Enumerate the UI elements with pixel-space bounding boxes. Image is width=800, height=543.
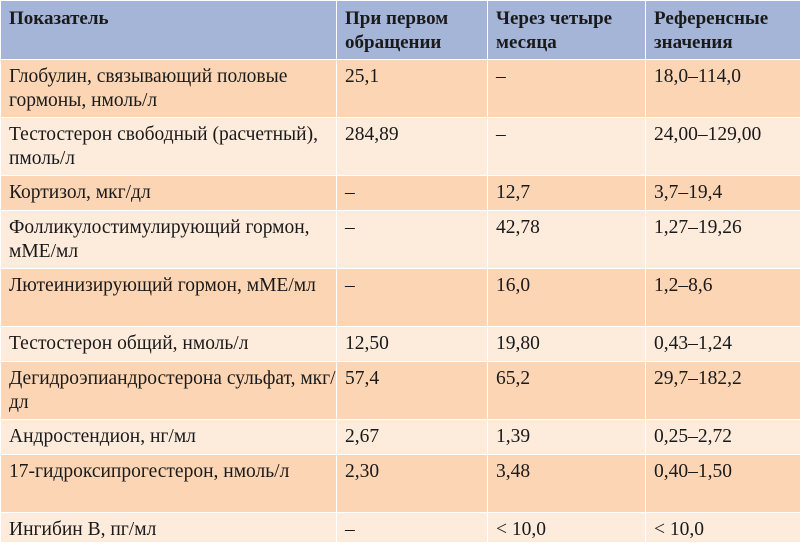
cell-first-visit: 2,30 — [337, 455, 488, 513]
table-row: Фолликулостимулирующий гормон, мМЕ/мл – … — [1, 211, 800, 269]
cell-reference: 0,40–1,50 — [646, 455, 800, 513]
table-row: Андростендион, нг/мл 2,67 1,39 0,25–2,72 — [1, 420, 800, 455]
header-four-months: Через четыре месяца — [488, 1, 646, 60]
cell-first-visit: 25,1 — [337, 60, 488, 118]
cell-four-months: 3,48 — [488, 455, 646, 513]
header-reference: Референсные значения — [646, 1, 800, 60]
cell-reference: 1,27–19,26 — [646, 211, 800, 269]
cell-reference: 18,0–114,0 — [646, 60, 800, 118]
table-row: Лютеинизирующий гормон, мМЕ/мл – 16,0 1,… — [1, 269, 800, 327]
cell-indicator: Андростендион, нг/мл — [1, 420, 337, 455]
cell-first-visit: – — [337, 513, 488, 543]
cell-first-visit: 284,89 — [337, 118, 488, 176]
cell-reference: 24,00–129,00 — [646, 118, 800, 176]
cell-four-months: 42,78 — [488, 211, 646, 269]
table-row: Тестостерон общий, нмоль/л 12,50 19,80 0… — [1, 327, 800, 362]
cell-four-months: < 10,0 — [488, 513, 646, 543]
cell-reference: 0,25–2,72 — [646, 420, 800, 455]
cell-indicator: Тестостерон общий, нмоль/л — [1, 327, 337, 362]
table-row: Тестостерон свободный (расчетный), пмоль… — [1, 118, 800, 176]
header-first-visit: При первом обращении — [337, 1, 488, 60]
table-row: Ингибин В, пг/мл – < 10,0 < 10,0 — [1, 513, 800, 543]
cell-indicator: Фолликулостимулирующий гормон, мМЕ/мл — [1, 211, 337, 269]
cell-reference: 3,7–19,4 — [646, 176, 800, 211]
cell-four-months: – — [488, 118, 646, 176]
cell-four-months: 16,0 — [488, 269, 646, 327]
cell-indicator: Тестостерон свободный (расчетный), пмоль… — [1, 118, 337, 176]
cell-indicator: Ингибин В, пг/мл — [1, 513, 337, 543]
cell-first-visit: – — [337, 269, 488, 327]
header-indicator: Показатель — [1, 1, 337, 60]
cell-indicator: Глобулин, связывающий половые гормоны, н… — [1, 60, 337, 118]
cell-indicator: Дегидроэпиандростерона сульфат, мкг/дл — [1, 362, 337, 420]
cell-indicator: Кортизол, мкг/дл — [1, 176, 337, 211]
cell-first-visit: – — [337, 211, 488, 269]
header-row: Показатель При первом обращении Через че… — [1, 1, 800, 60]
cell-indicator: 17-гидроксипрогестерон, нмоль/л — [1, 455, 337, 513]
cell-reference: < 10,0 — [646, 513, 800, 543]
cell-first-visit: – — [337, 176, 488, 211]
table-row: Глобулин, связывающий половые гормоны, н… — [1, 60, 800, 118]
cell-four-months: – — [488, 60, 646, 118]
cell-four-months: 12,7 — [488, 176, 646, 211]
cell-indicator: Лютеинизирующий гормон, мМЕ/мл — [1, 269, 337, 327]
cell-four-months: 19,80 — [488, 327, 646, 362]
table-row: 17-гидроксипрогестерон, нмоль/л 2,30 3,4… — [1, 455, 800, 513]
cell-four-months: 1,39 — [488, 420, 646, 455]
cell-four-months: 65,2 — [488, 362, 646, 420]
cell-first-visit: 57,4 — [337, 362, 488, 420]
cell-first-visit: 2,67 — [337, 420, 488, 455]
cell-reference: 29,7–182,2 — [646, 362, 800, 420]
cell-reference: 1,2–8,6 — [646, 269, 800, 327]
table-row: Кортизол, мкг/дл – 12,7 3,7–19,4 — [1, 176, 800, 211]
cell-first-visit: 12,50 — [337, 327, 488, 362]
cell-reference: 0,43–1,24 — [646, 327, 800, 362]
table-row: Дегидроэпиандростерона сульфат, мкг/дл 5… — [1, 362, 800, 420]
